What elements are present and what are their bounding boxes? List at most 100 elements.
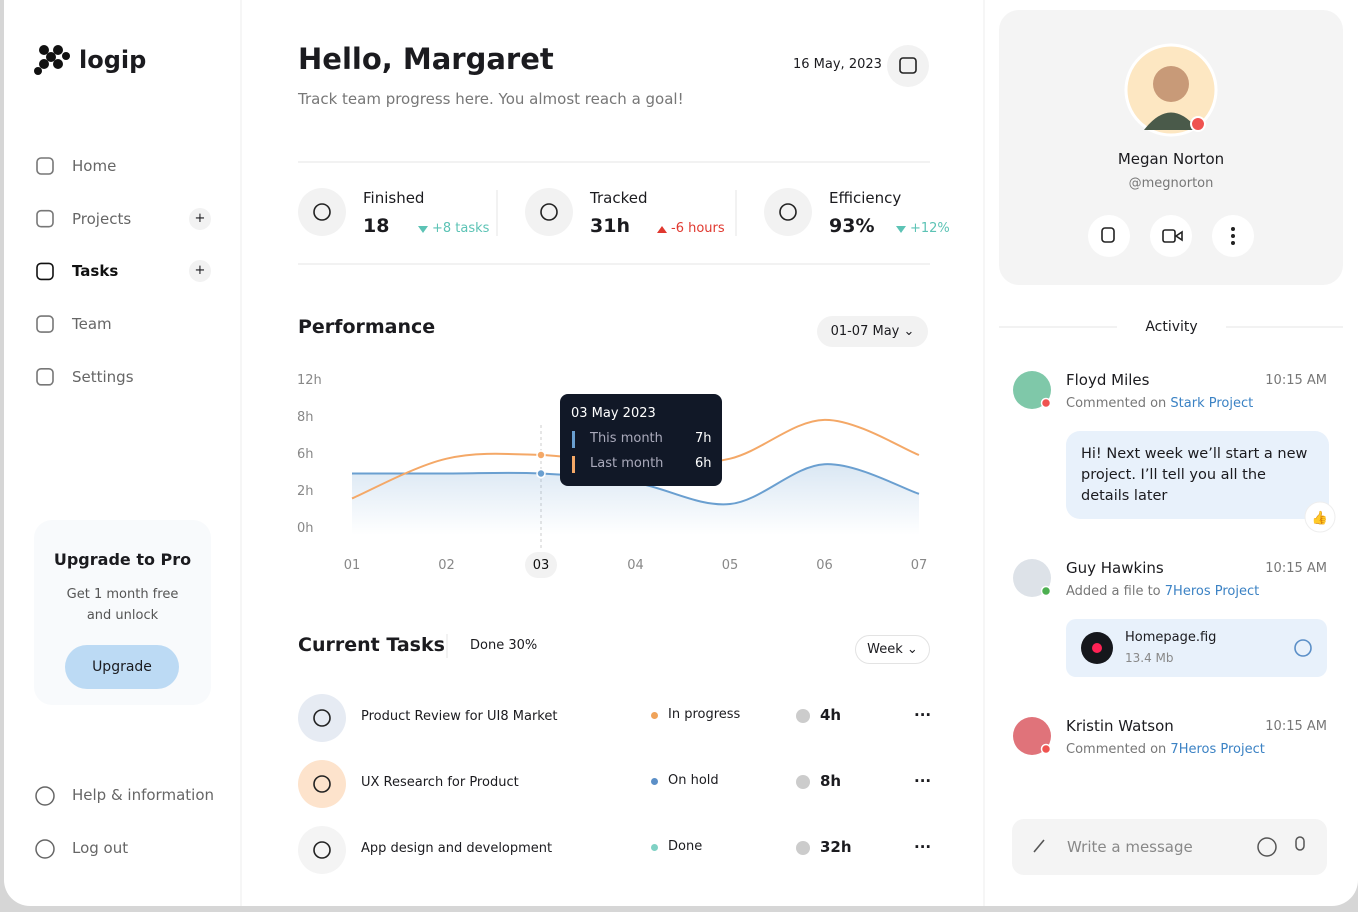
activity-line: Commented on 7Heros Project — [1066, 742, 1265, 757]
x-tick-label: 03 — [532, 558, 550, 573]
footer-link[interactable]: Help & information — [72, 786, 215, 804]
y-tick-label: 0h — [297, 521, 314, 536]
clock — [796, 841, 810, 855]
brand: logip — [79, 46, 147, 74]
tooltip-bar — [572, 431, 575, 448]
task-time: 8h — [820, 772, 842, 790]
y-tick-label: 6h — [297, 447, 314, 462]
stat-icon — [525, 188, 573, 236]
nav-item[interactable]: Team — [72, 315, 112, 334]
nav-item[interactable]: Projects — [72, 209, 132, 228]
stat-value: 18 — [363, 215, 390, 237]
x-highlight — [525, 552, 557, 578]
y-tick-label: 2h — [297, 484, 314, 499]
activity-name: Floyd Miles — [1066, 371, 1150, 389]
task-status: On hold — [668, 773, 719, 788]
point — [536, 450, 546, 460]
stat-icon — [298, 188, 346, 236]
file-name[interactable]: Homepage.fig — [1125, 630, 1217, 645]
trend-arrow — [657, 226, 667, 233]
stat-value: 31h — [590, 215, 630, 237]
stat-change: +8 tasks — [432, 221, 490, 236]
nav-icon — [36, 209, 54, 228]
upgrade-title: Upgrade to Pro — [53, 550, 192, 569]
task-glyph — [313, 709, 331, 727]
status-dot — [651, 778, 658, 785]
activity-project[interactable]: Stark Project — [1170, 396, 1254, 411]
task-menu[interactable]: ··· — [914, 838, 932, 856]
svg-text:👍: 👍 — [1312, 510, 1328, 526]
activity-time: 10:15 AM — [1265, 719, 1327, 734]
filter-label: Week — [867, 642, 903, 657]
stat-change: -6 hours — [671, 221, 725, 236]
footer-link[interactable]: Log out — [72, 839, 129, 857]
trend-arrow — [418, 226, 428, 233]
activity-action: Commented on — [1066, 396, 1167, 411]
task-menu[interactable]: ··· — [914, 772, 932, 790]
decor: 👍 — [34, 0, 1343, 906]
date: 16 May, 2023 — [793, 57, 882, 72]
trend-arrow — [896, 226, 906, 233]
activity-title: Activity — [1145, 319, 1198, 335]
y-tick-label: 8h — [297, 410, 314, 425]
point — [536, 468, 546, 479]
range-select[interactable]: 01-07 May ⌄ — [817, 316, 928, 347]
activity-time: 10:15 AM — [1265, 373, 1327, 388]
activity-line: Commented on Stark Project — [1066, 396, 1253, 411]
nav-item[interactable]: Settings — [72, 367, 134, 386]
task-time: 32h — [820, 838, 852, 856]
section-title: Current Tasks — [298, 634, 445, 656]
profile-name: Megan Norton — [1117, 150, 1225, 168]
activity-project[interactable]: 7Heros Project — [1164, 584, 1260, 599]
tooltip: 03 May 2023 This month 7h Last month 6h — [560, 394, 722, 486]
activity-line: Added a file to 7Heros Project — [1066, 584, 1259, 599]
task-icon — [298, 760, 346, 808]
x-tick-label: 07 — [910, 558, 928, 573]
nav-item[interactable]: Home — [72, 157, 117, 175]
footer-icon — [35, 839, 55, 859]
footer-icon — [35, 786, 55, 806]
nav-icon — [36, 367, 54, 386]
x-tick-label: 02 — [438, 558, 455, 573]
file-size: 13.4 Mb — [1125, 651, 1174, 665]
nav-icon — [36, 157, 54, 175]
task-menu[interactable]: ··· — [914, 706, 932, 724]
tooltip-value: 7h — [695, 431, 712, 446]
performance-chart — [35, 157, 1052, 874]
avatar-status — [1040, 585, 1052, 597]
nav-action[interactable]: + — [189, 260, 211, 283]
avatar-status — [1040, 743, 1052, 755]
activity-time: 10:15 AM — [1265, 561, 1327, 576]
stat-value: 93% — [829, 215, 875, 237]
status-dot — [651, 712, 658, 719]
stat-glyph — [779, 203, 797, 221]
x-tick-label: 01 — [343, 558, 361, 573]
task-glyph — [313, 841, 331, 859]
tooltip-value: 6h — [695, 456, 712, 471]
filter[interactable]: Week ⌄ — [855, 635, 930, 664]
task-name[interactable]: App design and development — [361, 841, 553, 856]
nav-icon — [36, 262, 54, 281]
activity-action: Commented on — [1066, 742, 1167, 757]
message: Hi! Next week we’ll start a new project.… — [1081, 446, 1308, 504]
tooltip-series: This month — [590, 431, 663, 446]
avatar — [1013, 559, 1051, 597]
clock — [796, 709, 810, 723]
nav-icon — [36, 315, 54, 333]
upgrade-button[interactable]: Upgrade — [65, 645, 179, 689]
activity-project[interactable]: 7Heros Project — [1170, 742, 1265, 757]
message-input[interactable]: Write a message — [1067, 838, 1193, 856]
stat-glyph — [540, 203, 558, 221]
tooltip-date: 03 May 2023 — [571, 406, 656, 421]
stat-glyph — [313, 203, 331, 221]
task-time: 4h — [820, 706, 842, 724]
nav-item[interactable]: Tasks — [72, 262, 119, 281]
tooltip-bar — [572, 456, 575, 473]
task-name[interactable]: Product Review for UI8 Market — [361, 709, 558, 724]
stat-icon — [764, 188, 812, 236]
nav-action[interactable]: + — [189, 207, 211, 230]
upgrade-text: Get 1 month free and unlock — [66, 587, 179, 623]
task-name[interactable]: UX Research for Product — [361, 775, 519, 790]
area — [352, 464, 919, 535]
clock — [796, 775, 810, 789]
